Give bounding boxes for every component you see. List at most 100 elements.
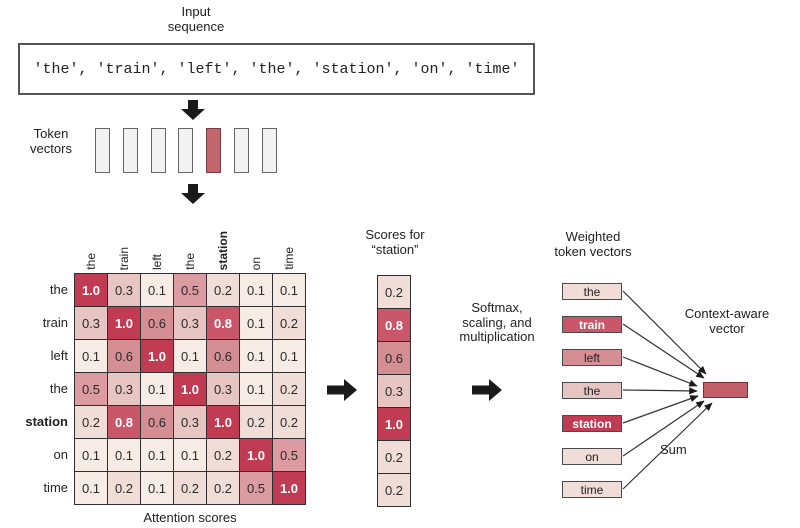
attention-score-cell: 0.1	[141, 373, 173, 405]
station-score-cell: 0.2	[378, 441, 410, 473]
attention-score-cell: 0.3	[108, 274, 140, 306]
weighted-token-box: train	[562, 316, 622, 333]
sum-arrows	[622, 290, 713, 490]
attention-score-cell: 0.5	[273, 439, 305, 471]
attention-score-cell: 0.5	[174, 274, 206, 306]
attention-score-cell: 0.6	[108, 340, 140, 372]
station-score-cell: 1.0	[378, 408, 410, 440]
down-arrow-icon	[181, 100, 205, 120]
attention-score-cell: 0.2	[108, 472, 140, 504]
token-vectors-bars	[95, 128, 277, 173]
right-arrow-icon	[472, 379, 502, 401]
attention-score-cell: 0.1	[108, 439, 140, 471]
token-vector-bar	[150, 128, 166, 173]
context-vector-label: Context-aware vector	[684, 306, 770, 336]
attention-score-cell: 0.2	[273, 307, 305, 339]
attention-score-cell: 0.2	[207, 472, 239, 504]
attention-score-cell: 1.0	[240, 439, 272, 471]
token-vector-bar	[261, 128, 277, 173]
scores-column-label: Scores for “station”	[365, 227, 425, 257]
attention-score-cell: 0.8	[207, 307, 239, 339]
attention-score-cell: 0.6	[207, 340, 239, 372]
right-arrow-icon	[327, 379, 357, 401]
matrix-column-header: left	[149, 253, 164, 270]
attention-score-cell: 0.5	[240, 472, 272, 504]
attention-score-cell: 0.3	[174, 406, 206, 438]
weighted-token-box: the	[562, 283, 622, 300]
attention-score-cell: 0.1	[75, 340, 107, 372]
matrix-column-header: station	[215, 230, 230, 270]
matrix-row-label: left	[50, 348, 68, 363]
weighted-token-box: the	[562, 382, 622, 399]
attention-score-cell: 0.1	[75, 439, 107, 471]
attention-score-cell: 0.1	[141, 274, 173, 306]
attention-score-cell: 0.1	[141, 472, 173, 504]
matrix-column-header: on	[248, 256, 263, 270]
input-sequence-label: Input sequence	[167, 4, 225, 34]
attention-score-cell: 0.3	[75, 307, 107, 339]
scores-column-grid: 0.2 0.8 0.6 0.3 1.0 0.2 0.2	[377, 275, 411, 507]
attention-score-cell: 0.1	[240, 274, 272, 306]
attention-score-cell: 0.2	[174, 472, 206, 504]
attention-score-cell: 0.1	[240, 307, 272, 339]
attention-score-cell: 0.1	[141, 439, 173, 471]
attention-score-cell: 0.3	[174, 307, 206, 339]
matrix-column-headers: the train left the station on time	[74, 212, 306, 270]
attention-score-cell: 0.1	[75, 472, 107, 504]
station-score-cell: 0.8	[378, 309, 410, 341]
attention-matrix-grid: 1.0 0.3 0.1 0.5 0.2 0.1 0.1 0.3 1.0 0.6 0.3 0.8 0.1 0…	[74, 273, 306, 505]
token-vectors-label: Token vectors	[30, 126, 72, 156]
matrix-column-header: time	[281, 247, 296, 270]
weighted-token-box: time	[562, 481, 622, 498]
attention-score-cell: 0.2	[75, 406, 107, 438]
attention-scores-caption: Attention scores	[143, 510, 237, 525]
matrix-row-label: the	[49, 282, 68, 297]
matrix-column-header: the	[83, 253, 98, 270]
station-score-cell: 0.6	[378, 342, 410, 374]
weighted-vectors-label: Weighted token vectors	[554, 229, 632, 259]
attention-score-cell: 0.5	[75, 373, 107, 405]
station-score-cell: 0.2	[378, 276, 410, 308]
matrix-row-label: the	[49, 381, 68, 396]
matrix-column-header: the	[182, 253, 197, 270]
attention-score-cell: 0.6	[141, 406, 173, 438]
attention-score-cell: 0.2	[207, 274, 239, 306]
attention-score-cell: 0.2	[273, 406, 305, 438]
matrix-column-header: train	[116, 246, 131, 270]
attention-score-cell: 1.0	[75, 274, 107, 306]
attention-score-cell: 0.2	[240, 406, 272, 438]
attention-score-cell: 1.0	[108, 307, 140, 339]
attention-score-cell: 0.1	[174, 439, 206, 471]
matrix-row-labels: the train left the station on time	[0, 273, 68, 504]
token-vector-bar	[178, 128, 194, 173]
matrix-row-label: on	[53, 447, 68, 462]
attention-score-cell: 1.0	[207, 406, 239, 438]
input-sequence-box: 'the', 'train', 'left', 'the', 'station'…	[18, 43, 535, 95]
attention-score-cell: 0.3	[108, 373, 140, 405]
attention-score-cell: 0.1	[273, 274, 305, 306]
token-vector-bar-highlighted	[206, 128, 222, 173]
sum-label: Sum	[660, 442, 687, 457]
attention-score-cell: 1.0	[174, 373, 206, 405]
attention-score-cell: 0.3	[207, 373, 239, 405]
attention-score-cell: 0.2	[207, 439, 239, 471]
attention-score-cell: 0.2	[273, 373, 305, 405]
down-arrow-icon	[181, 184, 205, 204]
station-score-cell: 0.2	[378, 474, 410, 506]
weighted-vector-list: the train left the station on time	[562, 283, 622, 514]
attention-score-cell: 1.0	[273, 472, 305, 504]
attention-score-cell: 0.1	[240, 340, 272, 372]
matrix-row-label: station	[25, 414, 68, 429]
weighted-token-box: station	[562, 415, 622, 432]
weighted-token-box: left	[562, 349, 622, 366]
attention-score-cell: 0.1	[174, 340, 206, 372]
attention-score-cell: 0.1	[273, 340, 305, 372]
input-sequence-text: 'the', 'train', 'left', 'the', 'station'…	[33, 60, 520, 78]
attention-score-cell: 0.6	[141, 307, 173, 339]
weighted-token-box: on	[562, 448, 622, 465]
token-vector-bar	[95, 128, 110, 173]
station-score-cell: 0.3	[378, 375, 410, 407]
attention-score-cell: 1.0	[141, 340, 173, 372]
token-vector-bar	[234, 128, 250, 173]
